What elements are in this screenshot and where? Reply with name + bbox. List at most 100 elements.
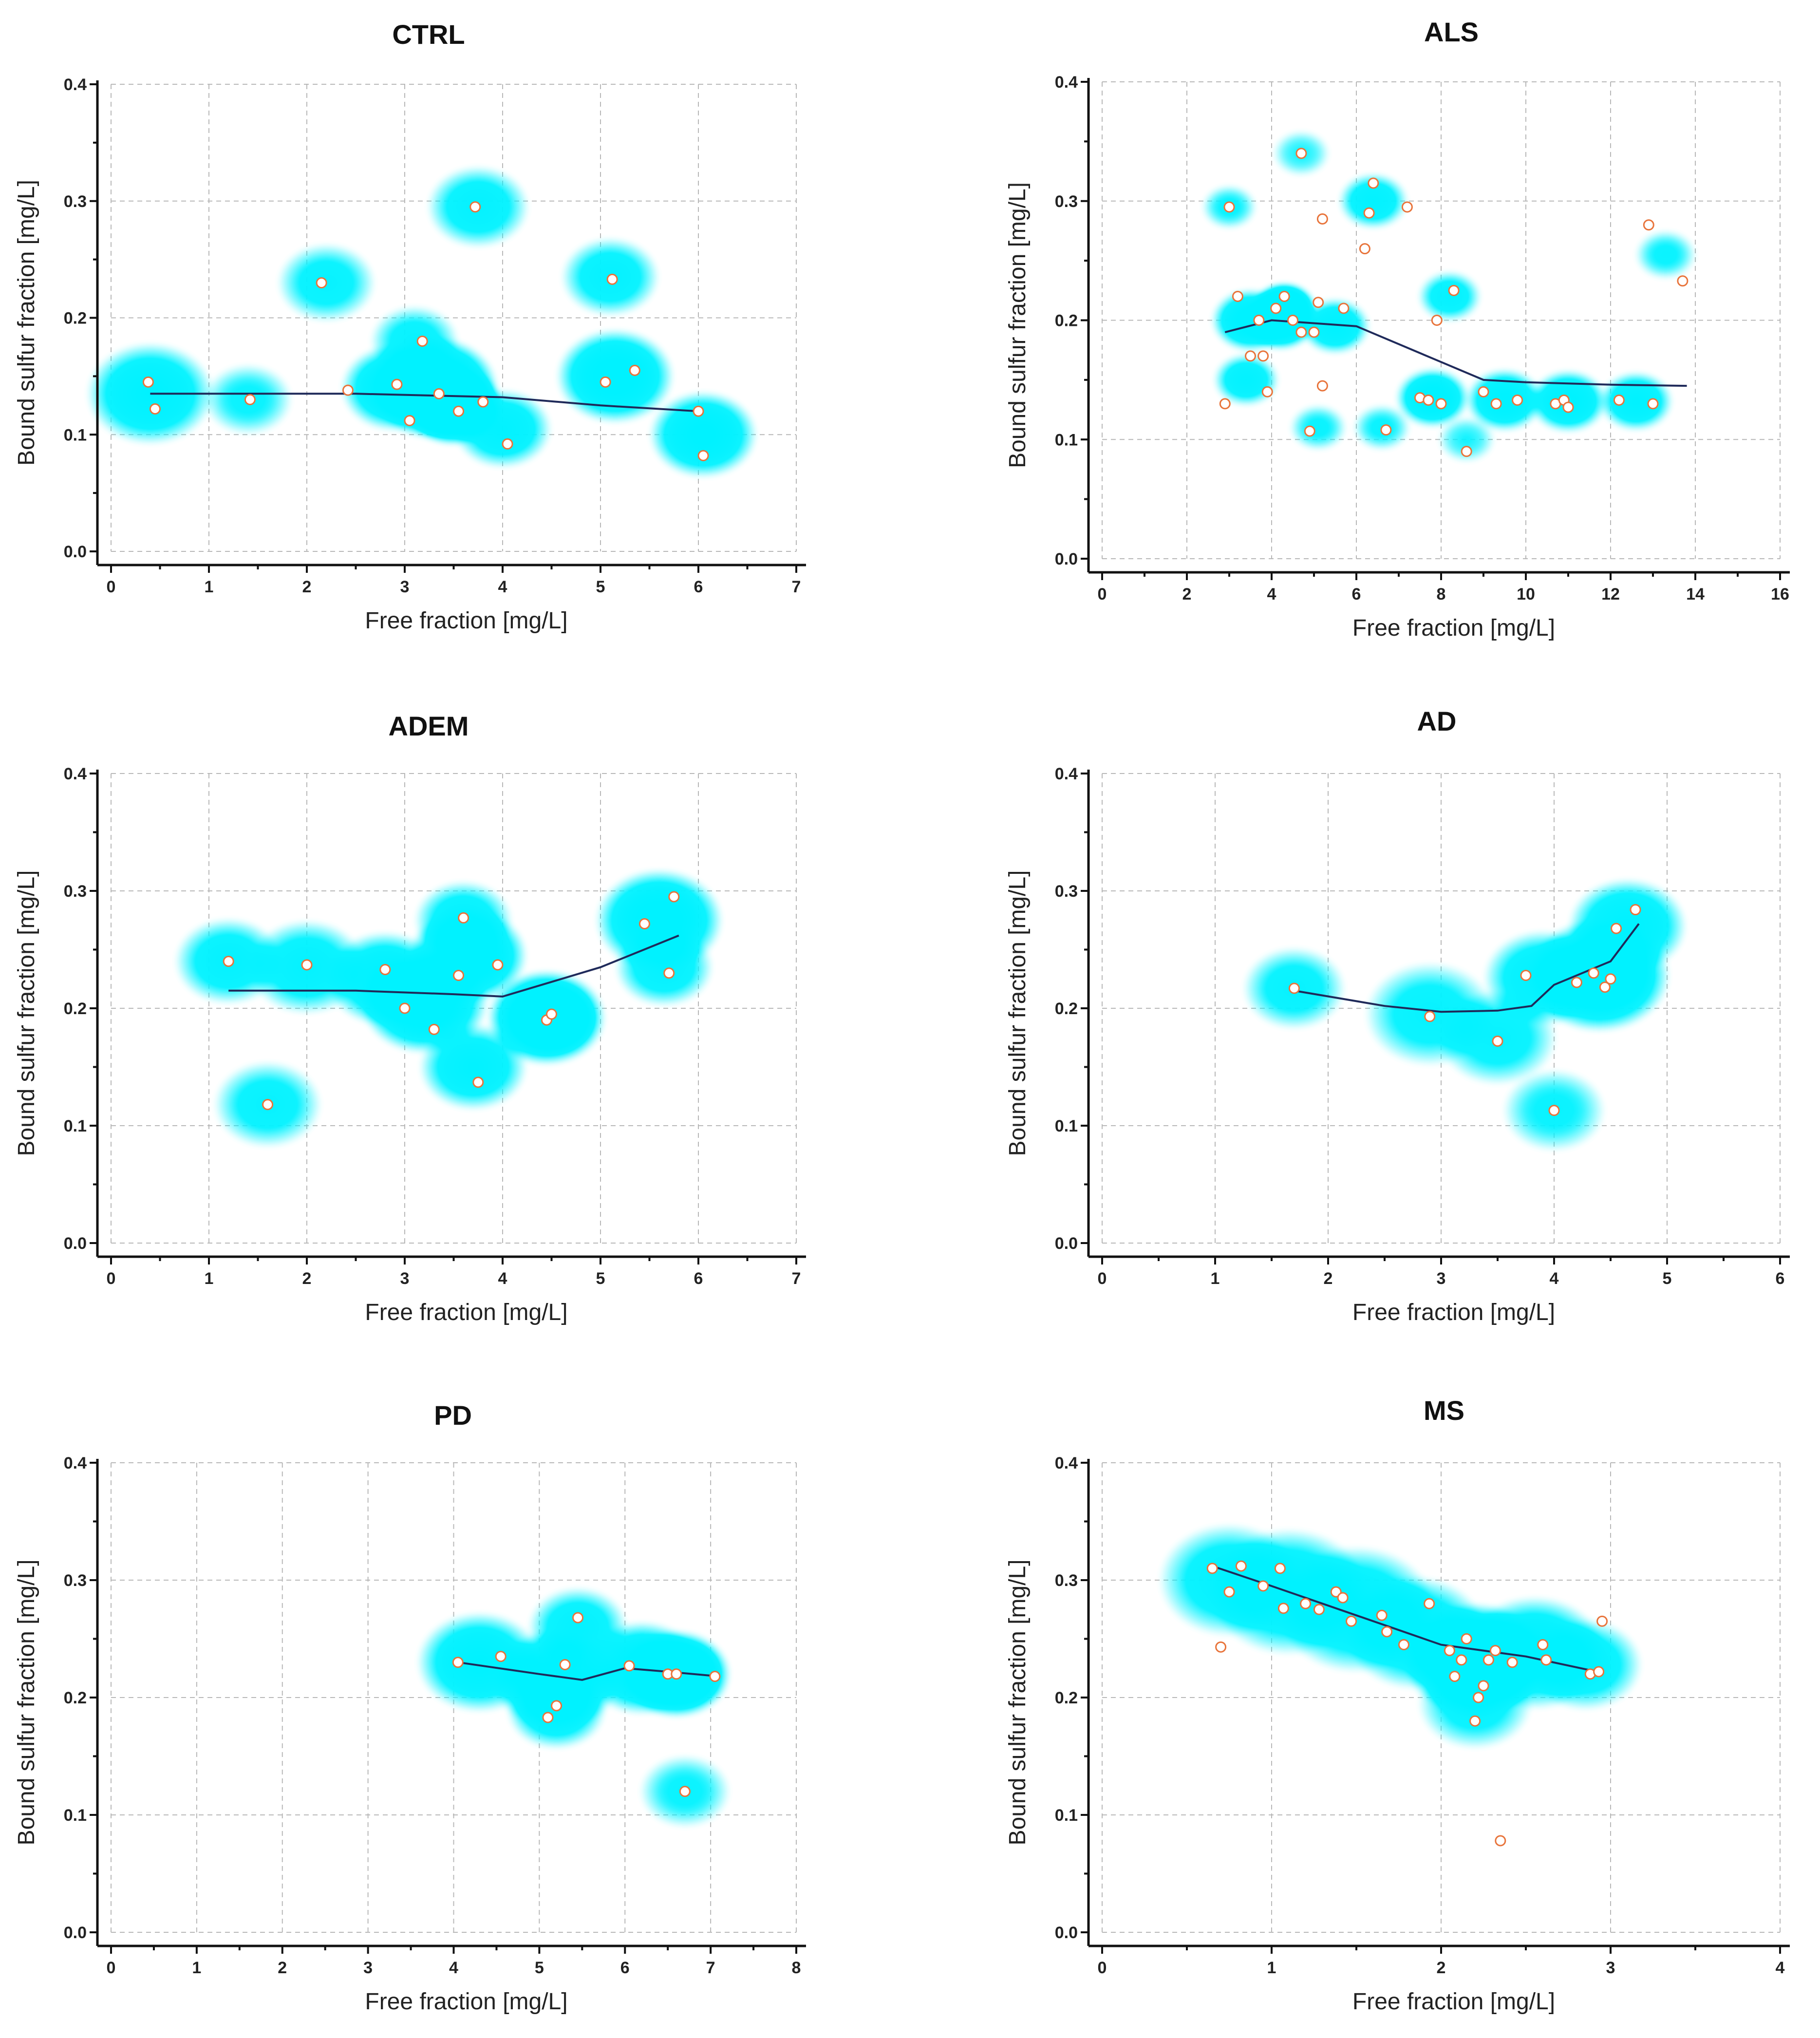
data-point: [1431, 315, 1443, 326]
x-tick-label: 2: [278, 1959, 287, 1977]
panels: CTRL 0 1 2 3 4 5 6 7 0.0 0.1 0.2 0.3 0.4 Free fraction…: [14, 17, 1790, 2015]
y-tick-label: 0.4: [64, 75, 87, 94]
x-tick-label: 5: [596, 578, 605, 596]
data-point: [502, 438, 513, 450]
data-point: [1215, 1641, 1227, 1653]
data-point: [453, 970, 465, 981]
x-tick-label: 7: [792, 1269, 801, 1288]
density-blobs: [86, 166, 757, 478]
data-point: [1461, 446, 1472, 457]
density-blobs: [1159, 1524, 1642, 1749]
x-tick-label: 4: [449, 1959, 458, 1977]
x-tick-label: 8: [792, 1959, 801, 1977]
y-tick-label: 0.2: [1055, 1689, 1078, 1707]
data-point: [1611, 923, 1622, 934]
x-tick-label: 0: [1098, 585, 1107, 604]
trend-line: [1294, 923, 1640, 1013]
data-point: [1599, 981, 1611, 993]
data-point: [472, 1076, 484, 1088]
data-point: [542, 1712, 554, 1723]
density-blob: [1438, 417, 1495, 462]
y-tick-label: 0.2: [64, 1000, 87, 1018]
x-tick-label: 1: [1211, 1269, 1220, 1288]
y-tick-label: 0.4: [1055, 765, 1078, 783]
data-point: [551, 1700, 563, 1712]
data-point: [399, 1002, 411, 1014]
data-point: [262, 1099, 274, 1111]
data-point: [1376, 1609, 1388, 1621]
data-point: [1338, 302, 1350, 314]
y-tick-label: 0.0: [1055, 550, 1078, 568]
data-point: [572, 1612, 584, 1623]
data-point: [1605, 973, 1616, 985]
data-point: [1643, 219, 1654, 231]
data-point: [316, 277, 327, 289]
data-point: [477, 396, 489, 408]
density-blob: [86, 342, 214, 445]
data-point: [1506, 1657, 1518, 1668]
data-point: [1346, 1615, 1357, 1627]
x-tick-label: 6: [1352, 585, 1361, 604]
y-tick-label: 0.0: [64, 1924, 87, 1942]
data-point: [1300, 1598, 1312, 1609]
data-point: [1235, 1560, 1247, 1572]
data-point: [1253, 315, 1265, 326]
y-tick-label: 0.3: [64, 1571, 87, 1590]
data-point: [379, 963, 391, 975]
data-point: [1677, 275, 1689, 287]
y-tick-label: 0.0: [1055, 1924, 1078, 1942]
chart-title: MS: [1424, 1395, 1464, 1426]
data-point: [301, 959, 313, 971]
density-blob: [1528, 1619, 1642, 1710]
data-point: [663, 967, 675, 979]
data-point: [1520, 970, 1532, 981]
data-point: [546, 1008, 557, 1020]
data-point: [342, 384, 354, 396]
x-tick-label: 7: [792, 578, 801, 596]
data-point: [623, 1660, 635, 1672]
density-layer: [1243, 879, 1687, 1151]
y-tick-label: 0.1: [64, 426, 87, 444]
x-tick-label: 1: [192, 1959, 201, 1977]
data-point: [629, 364, 640, 376]
data-point: [416, 335, 428, 347]
data-point: [1593, 1666, 1605, 1678]
data-point: [1278, 291, 1290, 302]
x-tick-label: 3: [400, 578, 410, 596]
y-tick-label: 0.4: [1055, 73, 1078, 92]
x-tick-label: 5: [535, 1959, 544, 1977]
x-tick-label: 7: [706, 1959, 715, 1977]
density-layer: [417, 1587, 731, 1828]
trend-line: [150, 393, 699, 413]
y-tick-label: 0.2: [64, 1689, 87, 1707]
density-blob: [1214, 354, 1278, 406]
data-point: [1295, 326, 1307, 338]
y-axis-label: Bound sulfur fraction [mg/L]: [1005, 182, 1031, 468]
density-blob: [1599, 372, 1672, 431]
x-tick-label: 2: [1182, 585, 1192, 604]
density-blob: [1568, 879, 1687, 974]
y-tick-label: 0.1: [64, 1117, 87, 1135]
x-tick-label: 2: [302, 1269, 312, 1288]
chart-title: CTRL: [392, 19, 465, 50]
chart-title: AD: [1417, 706, 1457, 736]
data-point: [244, 394, 256, 405]
density-blobs: [1243, 879, 1687, 1151]
data-point: [149, 403, 161, 415]
x-axis-label: Free fraction [mg/L]: [365, 1300, 567, 1325]
x-tick-label: 4: [1550, 1269, 1559, 1288]
data-point: [1478, 1680, 1489, 1692]
x-tick-label: 8: [1437, 585, 1446, 604]
data-point: [1274, 1563, 1286, 1574]
data-point: [1571, 977, 1582, 988]
x-tick-label: 1: [1267, 1959, 1276, 1977]
data-point: [492, 959, 504, 971]
data-point: [1316, 213, 1328, 225]
data-point: [1257, 1580, 1269, 1592]
x-tick-label: 0: [107, 1269, 116, 1288]
density-layer: [86, 166, 757, 478]
x-tick-label: 4: [1267, 585, 1276, 604]
x-axis-label: Free fraction [mg/L]: [365, 608, 567, 634]
chart-title: ALS: [1424, 17, 1479, 47]
density-blob: [1635, 230, 1696, 279]
